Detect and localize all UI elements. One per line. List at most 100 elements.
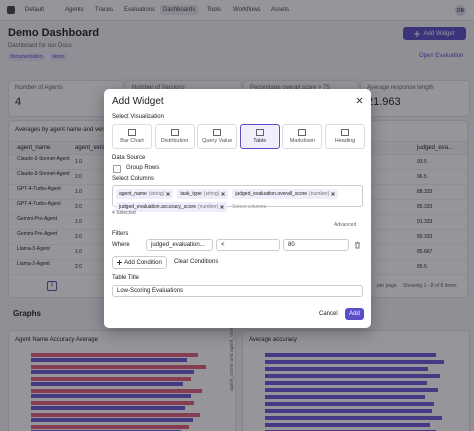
chip-type: (string) [203,191,220,197]
visualization-option[interactable]: Markdown [282,124,323,149]
nav-item[interactable]: Default [25,7,45,13]
plus-icon [414,30,421,37]
table-cell: 96.5 [417,174,427,180]
table-cell: Claude-3-Sonnet-Agent [17,171,70,177]
group-rows-checkbox[interactable] [113,165,121,173]
button-label: Add Widget [423,30,455,37]
option-label: Table [253,138,267,144]
table-cell: 88.333 [417,189,433,195]
navbar: Default Agents Traces Evaluations Dashboards… [0,0,474,21]
bar [31,382,183,386]
bar [265,374,440,378]
section-label: Data Source [112,155,146,161]
close-button[interactable] [356,97,363,104]
add-condition-button[interactable]: Add Condition [112,256,167,269]
option-label: Distribution [160,138,189,144]
bar [265,395,425,399]
bar [265,360,444,364]
selected-count: 4 Selected [112,210,136,216]
bar [265,381,427,385]
visualization-option[interactable]: Bar Chart [112,124,152,149]
add-button[interactable]: Add [345,308,364,320]
stat-label: Average response length [367,85,434,91]
open-evaluation-link[interactable]: Open Evaluation [419,53,464,59]
section-heading: Graphs [13,309,42,318]
section-label: Select Visualization [112,114,164,120]
table-cell: Claude-3-Sonnet-Agent [17,156,70,162]
nav-item[interactable]: Evaluations [124,7,156,13]
stat-label: Number of Versions [132,85,185,91]
stat-label: Number of Agents [15,85,64,91]
visualization-option[interactable]: Table [239,124,280,149]
column-chip[interactable]: task_type (string) [177,189,229,199]
add-widget-button[interactable]: Add Widget [403,27,466,40]
option-icon [128,129,136,136]
delete-icon[interactable] [354,241,361,249]
nav-item[interactable]: Assets [271,7,290,13]
table-cell: Gemini-Pro-Agent [17,216,58,222]
bar [265,423,431,427]
remove-chip[interactable] [221,192,226,196]
chip-name: judged_evaluation.overall_score [235,191,308,197]
table-title-input[interactable]: Low-Scoring Evaluations [112,285,363,297]
filter-value[interactable]: 80 [283,239,349,251]
table-cell: 91.333 [417,219,433,225]
section-label: Filters [112,231,129,237]
bar [31,413,201,417]
visualization-option[interactable]: Distribution [154,124,195,149]
option-label: Bar Chart [120,138,144,144]
column-chip[interactable]: agent_name (string) [116,189,174,199]
table-cell: 2.0 [75,264,82,270]
column-select[interactable]: agent_name (string) task_type (string) judge… [112,185,363,212]
nav-item[interactable]: Traces [95,7,114,13]
nav-item[interactable]: Agents [65,7,84,13]
chip-name: agent_name [119,191,147,197]
per-page[interactable]: per page [377,283,397,289]
where-label: Where [112,242,130,248]
visualization-option[interactable]: Heading [325,124,365,149]
stat-card: Average response length 21.963 [360,80,470,117]
chip-name: task_type [180,191,202,197]
nav-item[interactable]: Dashboards [160,5,199,15]
clear-conditions-button[interactable]: Clear Conditions [174,259,219,265]
table-cell: 85.667 [417,249,433,255]
nav-item[interactable]: Workflows [233,7,261,13]
logo[interactable] [7,6,15,14]
bar [31,365,206,369]
column-chip[interactable]: judged_evaluation.accuracy_score (number) [116,202,228,212]
page-number[interactable]: 1 [47,281,57,291]
page-subtitle: Dashboard for our Docs [8,43,72,49]
option-icon [255,129,264,136]
chart-card: Average accuracy agent_name and agent_ver… [229,321,470,431]
table-title: Averages by agent name and version [15,127,115,133]
option-icon [298,129,307,136]
table-cell: 2.0 [75,174,82,180]
bar [31,358,187,362]
remove-chip[interactable] [331,192,336,196]
tag[interactable]: demo [50,53,67,61]
table-cell: 85.333 [417,204,433,210]
avatar[interactable]: DB [455,5,466,16]
remove-chip[interactable] [220,205,225,209]
nav-item[interactable]: Tools [207,7,222,13]
filter-field[interactable]: judged_evaluation... [146,239,213,251]
chip-type: (number) [309,191,330,197]
bar [31,394,191,398]
bar [265,353,436,357]
bar [265,367,429,371]
advanced-toggle[interactable]: Advanced [334,222,357,228]
section-label: Table Title [112,275,140,281]
tag[interactable]: documentation [8,53,45,61]
checkbox-label: Group Rows [126,165,160,171]
chart-title: Agent Name Accuracy Average [15,337,98,343]
filter-operator[interactable]: < [216,239,280,251]
remove-chip[interactable] [166,192,171,196]
bar [265,402,435,406]
table-cell: 1.0 [75,249,82,255]
visualization-option[interactable]: Query Value [197,124,238,149]
table-cell: Llama-3-Agent [17,246,50,252]
column-chip[interactable]: judged_evaluation.overall_score (number) [232,189,339,199]
cancel-button[interactable]: Cancel [319,311,338,317]
chip-type: (number) [198,204,219,210]
